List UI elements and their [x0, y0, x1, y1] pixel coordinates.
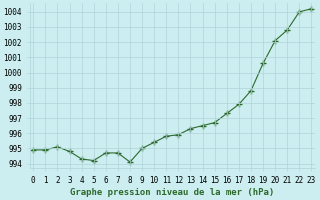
X-axis label: Graphe pression niveau de la mer (hPa): Graphe pression niveau de la mer (hPa)	[70, 188, 275, 197]
